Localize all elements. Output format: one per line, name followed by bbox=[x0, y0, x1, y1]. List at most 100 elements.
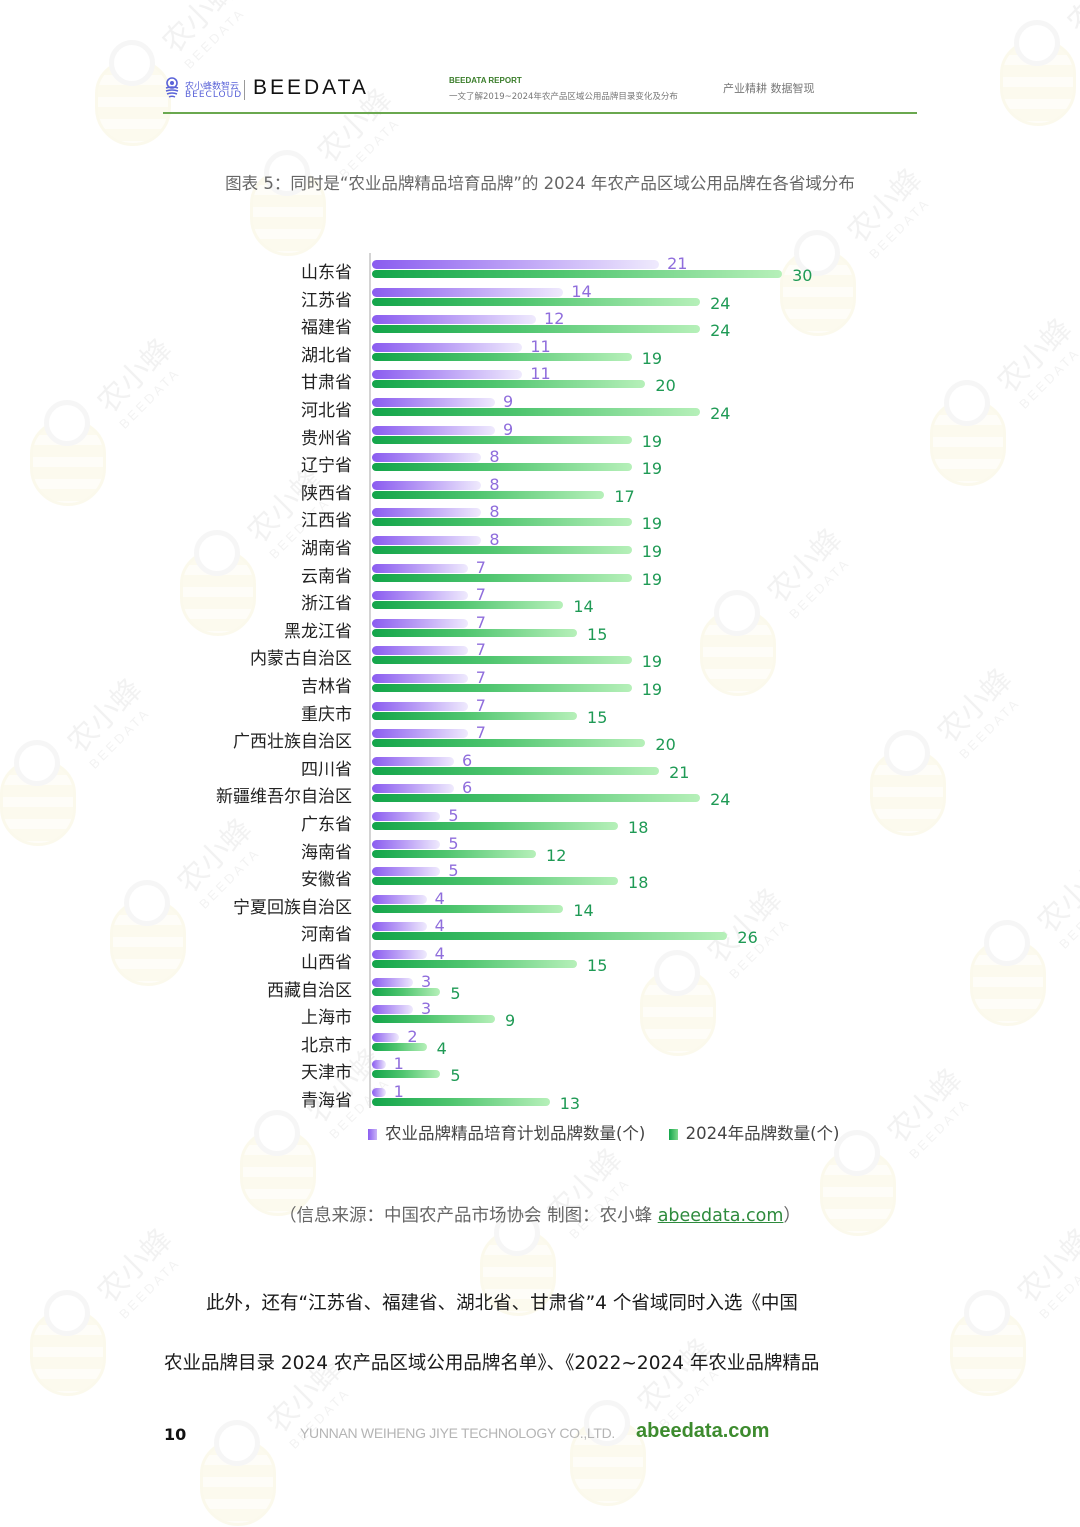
chart-row: 青海省 1 13 bbox=[0, 1082, 1080, 1113]
value-label-series2: 19 bbox=[641, 348, 663, 368]
value-label-series2: 21 bbox=[669, 762, 690, 782]
bar-series1 bbox=[372, 287, 564, 297]
chart-row: 海南省 5 12 bbox=[0, 834, 1080, 865]
category-label: 山西省 bbox=[301, 953, 352, 973]
value-label-series1: 7 bbox=[475, 557, 486, 577]
logo-cn-text: 农小蜂数智云 bbox=[185, 82, 240, 92]
source-close: ） bbox=[783, 1206, 801, 1226]
value-label-series1: 6 bbox=[462, 750, 473, 770]
bar-series1 bbox=[372, 756, 455, 766]
category-label: 贵州省 bbox=[301, 428, 352, 449]
chart-row: 贵州省 9 19 bbox=[0, 420, 1080, 451]
category-label: 广东省 bbox=[301, 815, 352, 835]
value-label-series2: 19 bbox=[641, 459, 663, 479]
bar-series1 bbox=[372, 674, 468, 683]
value-label-series2: 4 bbox=[436, 1038, 447, 1058]
value-label-series1: 8 bbox=[489, 502, 500, 522]
value-label-series2: 5 bbox=[450, 1066, 461, 1086]
source-text: （信息来源：中国农产品市场协会 制图：农小蜂 bbox=[279, 1206, 658, 1226]
category-label: 吉林省 bbox=[301, 677, 352, 697]
chart-row: 宁夏回族自治区 4 14 bbox=[0, 889, 1080, 920]
value-label-series2: 5 bbox=[450, 983, 461, 1003]
report-subtitle: 一文了解2019~2024年农产品区域公用品牌目录变化及分布 bbox=[449, 92, 678, 102]
value-label-series1: 1 bbox=[393, 1054, 404, 1074]
bar-series2 bbox=[372, 877, 619, 886]
bar-series2 bbox=[372, 490, 605, 499]
logo-divider bbox=[244, 80, 245, 100]
bar-series2 bbox=[372, 463, 632, 472]
bar-series1 bbox=[372, 398, 496, 407]
chart-row: 江西省 8 19 bbox=[0, 502, 1080, 533]
value-label-series1: 21 bbox=[667, 254, 688, 273]
chart-row: 陕西省 8 17 bbox=[0, 475, 1080, 506]
source-note: （信息来源：中国农产品市场协会 制图：农小蜂 abeedata.com） bbox=[0, 1202, 1080, 1227]
value-label-series1: 14 bbox=[571, 281, 592, 301]
category-label: 陕西省 bbox=[301, 483, 352, 504]
value-label-series1: 1 bbox=[393, 1082, 404, 1101]
value-label-series1: 4 bbox=[434, 916, 445, 936]
header-slogan: 产业精耕 数据智现 bbox=[723, 82, 815, 95]
bar-series1 bbox=[372, 729, 468, 739]
body-paragraph-line-1: 此外，还有“江苏省、福建省、湖北省、甘肃省”4 个省域同时入选《中国 bbox=[206, 1293, 798, 1314]
chart-row: 广东省 5 18 bbox=[0, 806, 1080, 837]
bar-series2 bbox=[372, 711, 578, 720]
category-label: 山东省 bbox=[301, 263, 352, 283]
chart-row: 浙江省 7 14 bbox=[0, 585, 1080, 616]
bar-series2 bbox=[372, 270, 783, 278]
bar-series2 bbox=[372, 546, 632, 554]
value-label-series1: 12 bbox=[544, 309, 565, 329]
body-paragraph-line-2: 农业品牌目录 2024 农产品区域公用品牌名单》、《2022~2024 年农业品… bbox=[164, 1353, 820, 1374]
bar-series1 bbox=[372, 315, 537, 325]
category-label: 云南省 bbox=[301, 566, 352, 587]
value-label-series1: 11 bbox=[530, 364, 551, 384]
bar-series2 bbox=[372, 518, 632, 527]
legend-label: 2024年品牌数量(个) bbox=[685, 1124, 840, 1143]
value-label-series2: 19 bbox=[641, 652, 663, 672]
bar-series1 bbox=[372, 894, 427, 904]
bar-series1 bbox=[372, 1088, 386, 1097]
bar-series1 bbox=[372, 480, 482, 490]
bar-series1 bbox=[372, 1060, 386, 1070]
footer-site-link[interactable]: abeedata.com bbox=[636, 1420, 770, 1442]
value-label-series2: 14 bbox=[573, 900, 594, 920]
category-label: 河北省 bbox=[301, 401, 352, 421]
bar-series1 bbox=[372, 425, 496, 435]
category-label: 福建省 bbox=[301, 318, 352, 339]
legend-item-series1: 农业品牌精品培育计划品牌数量(个) bbox=[368, 1120, 645, 1144]
chart-row: 湖南省 8 19 bbox=[0, 530, 1080, 561]
report-label: BEEDATA REPORT bbox=[449, 76, 522, 85]
chart-row: 湖北省 11 19 bbox=[0, 336, 1080, 368]
bar-chart: 山东省 21 30 江苏省 14 24 福建省 12 24 湖北省 11 19 甘肃省 11 20 河北省 9 2… bbox=[0, 253, 1080, 1113]
chart-row: 山东省 21 30 bbox=[0, 254, 1080, 285]
chart-row: 广西壮族自治区 7 20 bbox=[0, 723, 1080, 754]
value-label-series2: 30 bbox=[792, 266, 813, 285]
value-label-series1: 8 bbox=[489, 530, 500, 549]
value-label-series1: 11 bbox=[530, 336, 551, 356]
bar-series1 bbox=[372, 646, 468, 656]
bar-series1 bbox=[372, 453, 482, 463]
bar-series1 bbox=[372, 1005, 413, 1015]
category-label: 江苏省 bbox=[301, 290, 352, 311]
chart-row: 河南省 4 26 bbox=[0, 916, 1080, 948]
value-label-series2: 9 bbox=[505, 1011, 516, 1031]
bar-series1 bbox=[372, 812, 441, 821]
brand-name: BEEDATA bbox=[253, 76, 369, 99]
value-label-series2: 26 bbox=[737, 928, 758, 948]
bar-series2 bbox=[372, 352, 632, 361]
value-label-series1: 7 bbox=[475, 612, 486, 632]
value-label-series1: 7 bbox=[475, 585, 486, 605]
legend-label: 农业品牌精品培育计划品牌数量(个) bbox=[385, 1124, 646, 1143]
legend-swatch-purple bbox=[368, 1129, 377, 1140]
chart-row: 福建省 12 24 bbox=[0, 309, 1080, 340]
value-label-series2: 19 bbox=[641, 680, 663, 699]
bar-series1 bbox=[372, 977, 413, 987]
category-label: 湖北省 bbox=[301, 345, 352, 366]
footer-company: YUNNAN WEIHENG JIYE TECHNOLOGY CO.,LTD. bbox=[300, 1425, 616, 1441]
bar-series1 bbox=[372, 1032, 400, 1042]
source-link[interactable]: abeedata.com bbox=[657, 1206, 784, 1226]
bar-series1 bbox=[372, 591, 468, 601]
bar-series2 bbox=[372, 739, 646, 748]
value-label-series2: 20 bbox=[655, 376, 676, 396]
category-label: 江西省 bbox=[301, 511, 352, 532]
value-label-series2: 15 bbox=[587, 956, 608, 975]
